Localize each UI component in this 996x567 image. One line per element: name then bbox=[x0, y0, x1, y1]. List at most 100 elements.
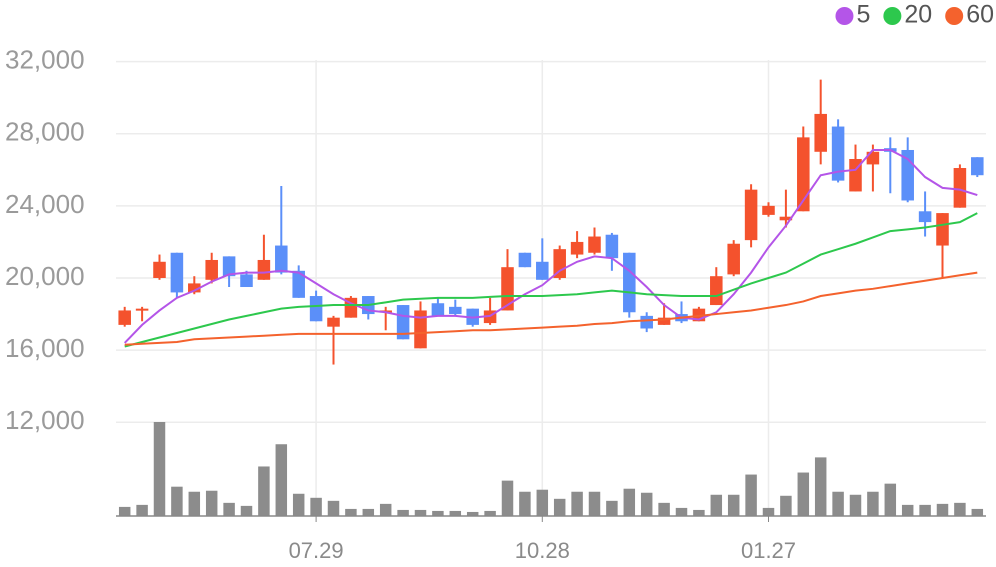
candle-body bbox=[727, 243, 740, 275]
candle-body bbox=[414, 310, 427, 349]
candle-body bbox=[222, 256, 236, 277]
moving-average-line bbox=[123, 148, 978, 344]
candle-body bbox=[953, 168, 967, 208]
y-tick-label: 32,000 bbox=[5, 45, 85, 75]
legend-label: 5 bbox=[856, 1, 870, 29]
candle-body bbox=[640, 315, 653, 329]
candle-body bbox=[762, 205, 775, 215]
candle-body bbox=[396, 305, 410, 340]
candle-body bbox=[118, 310, 131, 325]
volume-bar bbox=[571, 491, 583, 516]
legend-label: 60 bbox=[966, 1, 994, 29]
volume-bar bbox=[466, 511, 479, 516]
candle-body bbox=[188, 283, 201, 293]
volume-bar bbox=[118, 506, 131, 516]
volume-bar bbox=[484, 510, 496, 516]
volume-bar bbox=[345, 508, 357, 516]
volume-bar bbox=[762, 507, 775, 516]
volume-bar bbox=[292, 493, 305, 516]
candle-body bbox=[744, 189, 758, 241]
candle-body bbox=[570, 241, 584, 255]
volume-bar bbox=[258, 466, 270, 516]
volume-bar bbox=[606, 500, 618, 516]
candle-body bbox=[605, 234, 619, 259]
candle-body bbox=[135, 308, 149, 311]
volume-bar bbox=[414, 509, 427, 516]
volume-bar bbox=[188, 491, 201, 516]
candle-body bbox=[936, 213, 949, 246]
y-tick-label: 16,000 bbox=[5, 333, 85, 363]
candle-body bbox=[240, 274, 253, 288]
x-tick-label: 10.28 bbox=[515, 538, 570, 563]
candle-body bbox=[536, 261, 549, 280]
volume-bar bbox=[171, 486, 183, 516]
volume-bar bbox=[449, 510, 462, 516]
moving-average-line bbox=[124, 271, 978, 346]
volume-bar bbox=[780, 495, 792, 516]
x-tick-label: 01.27 bbox=[741, 538, 796, 563]
volume-bar bbox=[832, 491, 844, 516]
volume-bar bbox=[240, 505, 253, 516]
volume-bar bbox=[501, 480, 514, 516]
candle-body bbox=[518, 252, 532, 268]
candle-body bbox=[814, 113, 827, 152]
candle-body bbox=[779, 216, 793, 221]
candle-body bbox=[309, 296, 323, 322]
volume-bar bbox=[901, 504, 914, 516]
y-tick-label: 12,000 bbox=[5, 405, 85, 435]
y-tick-label: 28,000 bbox=[5, 117, 85, 147]
candle-body bbox=[657, 317, 671, 325]
volume-bar bbox=[727, 494, 740, 516]
volume-bar bbox=[432, 510, 444, 516]
volume-bar bbox=[397, 509, 409, 516]
volume-bar bbox=[710, 494, 723, 516]
volume-bar bbox=[849, 494, 862, 516]
candle-body bbox=[153, 261, 166, 278]
moving-average-line bbox=[124, 212, 978, 348]
candle-body bbox=[553, 249, 566, 278]
volume-bar bbox=[623, 488, 636, 516]
y-tick-label: 24,000 bbox=[5, 189, 85, 219]
candle-body bbox=[831, 126, 845, 181]
y-tick-label: 20,000 bbox=[5, 261, 85, 291]
candle-body bbox=[971, 157, 984, 176]
legend-marker bbox=[945, 7, 964, 25]
candle-body bbox=[710, 276, 723, 306]
volume-bar bbox=[814, 457, 827, 516]
volume-bar bbox=[588, 491, 601, 516]
candle-body bbox=[292, 270, 305, 298]
volume-bar bbox=[362, 508, 375, 516]
volume-bar bbox=[745, 474, 757, 516]
volume-bar bbox=[379, 503, 392, 516]
volume-bar bbox=[919, 504, 931, 516]
volume-bar bbox=[675, 507, 688, 516]
volume-bar bbox=[536, 489, 549, 516]
volume-bar bbox=[519, 491, 531, 516]
volume-bar bbox=[553, 498, 566, 516]
x-tick-label: 07.29 bbox=[289, 538, 344, 563]
volume-bar bbox=[936, 503, 949, 516]
volume-bar bbox=[223, 502, 235, 516]
candle-body bbox=[588, 236, 601, 253]
candle-body bbox=[431, 303, 445, 316]
candle-body bbox=[257, 259, 271, 280]
volume-bar bbox=[971, 508, 984, 516]
candle-body bbox=[797, 137, 810, 212]
candle-body bbox=[918, 211, 932, 223]
legend-label: 20 bbox=[904, 1, 932, 29]
candle-body bbox=[327, 317, 340, 327]
candle-body bbox=[501, 267, 514, 311]
volume-bar bbox=[867, 491, 879, 516]
volume-bar bbox=[275, 444, 288, 516]
volume-bar bbox=[640, 492, 653, 516]
volume-bar bbox=[205, 490, 218, 516]
volume-bar bbox=[327, 500, 340, 516]
volume-bar bbox=[693, 509, 705, 516]
legend-marker bbox=[883, 7, 902, 25]
volume-bar bbox=[797, 472, 810, 516]
volume-bar bbox=[153, 422, 166, 516]
volume-bar bbox=[884, 483, 897, 516]
volume-bar bbox=[310, 497, 322, 516]
candle-body bbox=[275, 245, 288, 273]
